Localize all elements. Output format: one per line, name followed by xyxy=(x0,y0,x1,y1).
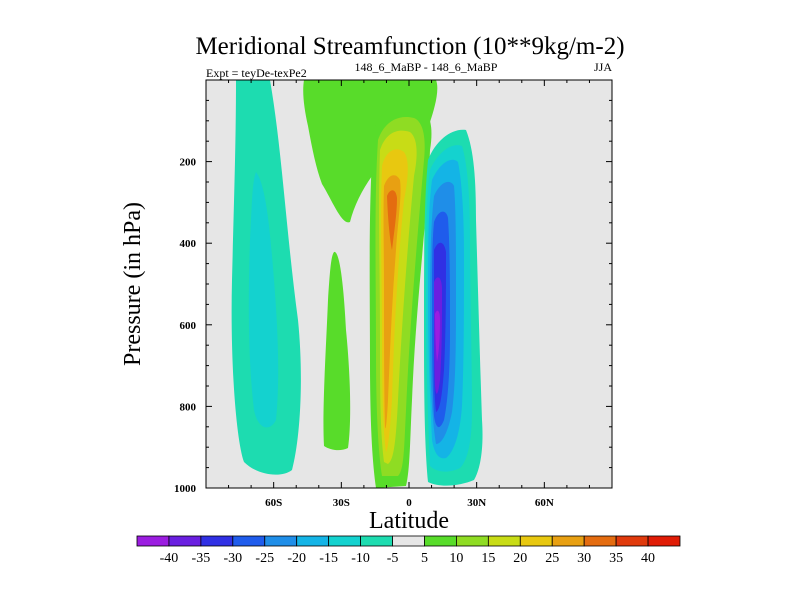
colorbar-swatch xyxy=(615,535,649,547)
colorbar-label: 5 xyxy=(421,551,428,566)
y-tick-label: 600 xyxy=(180,320,197,332)
y-tick-label: 400 xyxy=(180,238,197,250)
colorbar-label: -25 xyxy=(255,551,274,566)
colorbar-label: -40 xyxy=(160,551,179,566)
y-tick-label: 200 xyxy=(180,157,197,169)
chart-subtitle-left: Expt = teyDe-texPe2 xyxy=(206,66,307,80)
x-tick-label: 30N xyxy=(467,497,486,509)
y-tick-label: 800 xyxy=(180,401,197,413)
x-axis: 60S 30S 0 30N 60N xyxy=(228,80,590,509)
colorbar-swatch xyxy=(200,535,234,547)
colorbar-swatch xyxy=(136,535,170,547)
x-tick-label: 0 xyxy=(406,497,412,509)
colorbar-label: -20 xyxy=(287,551,306,566)
colorbar-swatch xyxy=(232,535,266,547)
colorbar-label: -15 xyxy=(319,551,338,566)
colorbar-swatch xyxy=(264,535,298,547)
y-tick-label: 1000 xyxy=(174,483,197,495)
colorbar-label: -5 xyxy=(387,551,399,566)
colorbar-swatch xyxy=(647,535,681,547)
colorbar: -40 -35 -30 -25 -20 -15 -10 -5 5 10 15 20 25 30 35 40 xyxy=(136,535,681,566)
colorbar-swatch xyxy=(519,535,553,547)
colorbar-swatch xyxy=(487,535,521,547)
colorbar-label: 10 xyxy=(449,551,463,566)
colorbar-swatch xyxy=(456,535,489,547)
colorbar-label: -10 xyxy=(351,551,370,566)
colorbar-swatch xyxy=(424,535,457,547)
colorbar-label: -30 xyxy=(223,551,242,566)
colorbar-swatch xyxy=(328,535,361,547)
colorbar-swatch xyxy=(168,535,202,547)
colorbar-label: 15 xyxy=(481,551,495,566)
colorbar-swatch xyxy=(392,535,425,547)
colorbar-label: 35 xyxy=(609,551,623,566)
colorbar-label: 25 xyxy=(545,551,559,566)
x-tick-label: 30S xyxy=(333,497,350,509)
hadley-positive-30 xyxy=(387,190,397,250)
y-axis-label: Pressure (in hPa) xyxy=(120,202,146,366)
sh-weak-positive xyxy=(323,251,351,451)
sh-negative-inner xyxy=(248,172,279,428)
x-axis-label: Latitude xyxy=(369,508,449,534)
colorbar-label: -35 xyxy=(192,551,211,566)
hadley-positive-25 xyxy=(383,175,401,429)
y-axis: 200 400 600 800 1000 xyxy=(174,99,612,495)
contour-field xyxy=(231,80,483,488)
colorbar-label: 40 xyxy=(641,551,655,566)
chart-subtitle-right: JJA xyxy=(594,60,612,74)
colorbar-swatch xyxy=(551,535,585,547)
colorbar-swatch xyxy=(296,535,330,547)
chart-subtitle-center: 148_6_MaBP - 148_6_MaBP xyxy=(355,60,498,74)
chart-title: Meridional Streamfunction (10**9kg/m-2) xyxy=(195,33,624,60)
colorbar-swatch xyxy=(583,535,617,547)
x-tick-label: 60N xyxy=(535,497,554,509)
colorbar-label: 20 xyxy=(513,551,527,566)
colorbar-swatch xyxy=(360,535,393,547)
hadley-negative-40 xyxy=(435,310,440,362)
x-tick-label: 60S xyxy=(265,497,282,509)
colorbar-label: 30 xyxy=(577,551,591,566)
